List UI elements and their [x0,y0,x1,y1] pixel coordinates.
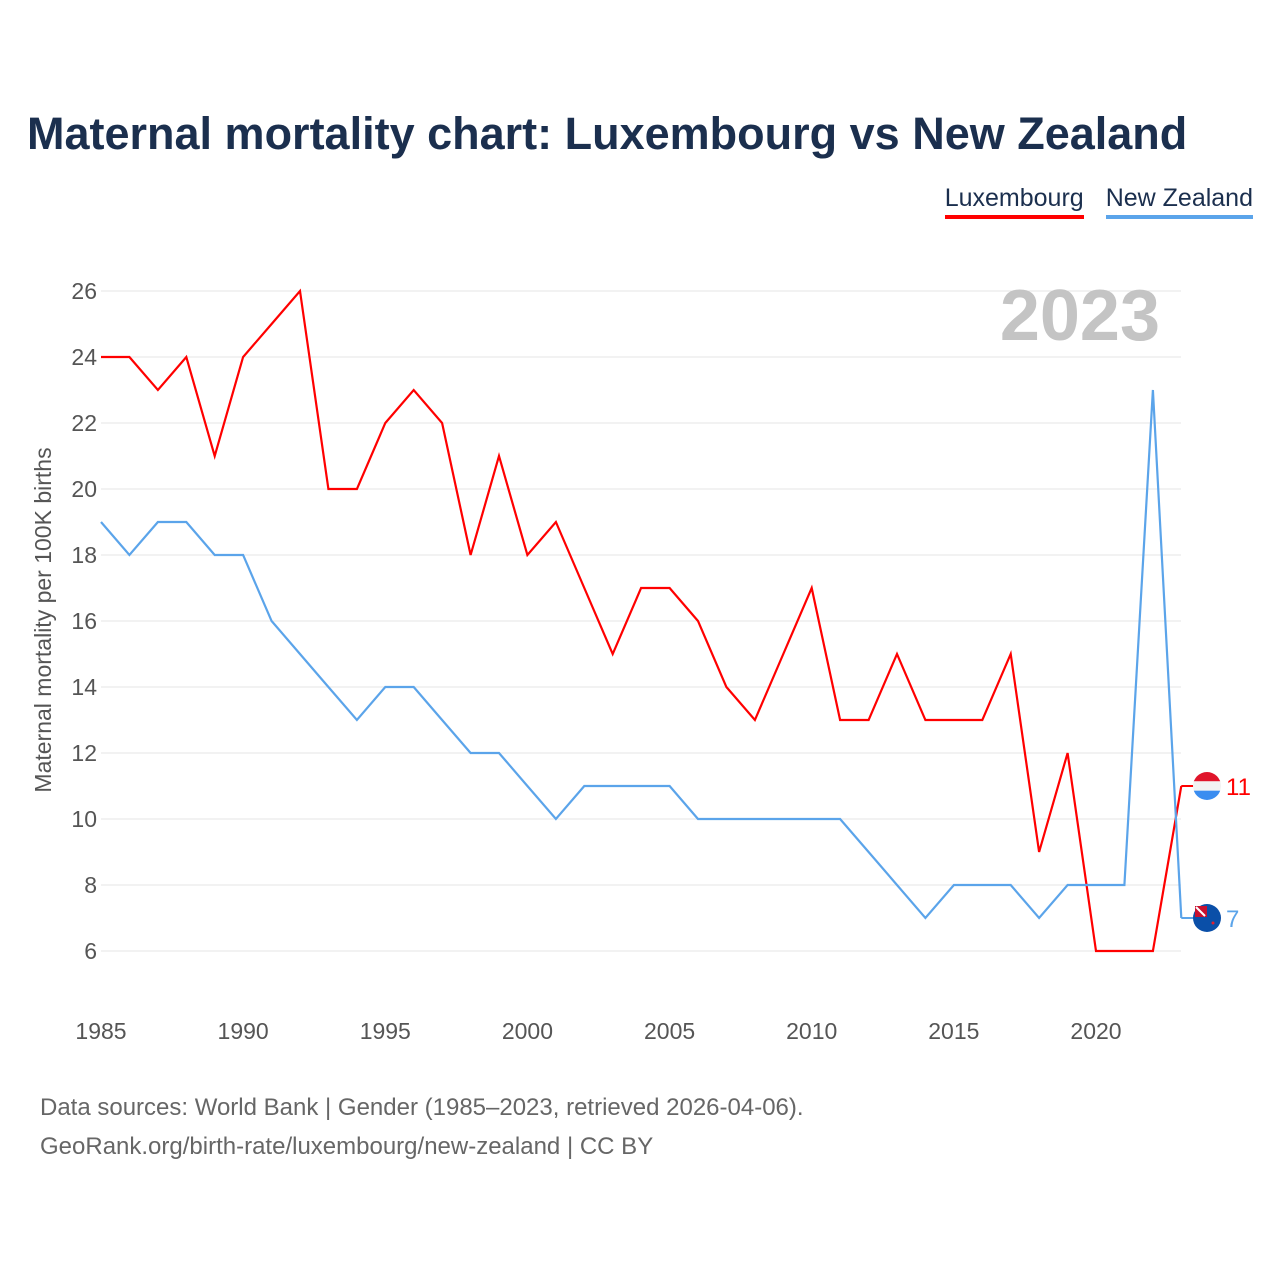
y-tick-label: 22 [71,410,97,436]
x-tick-label: 1990 [218,1018,269,1044]
y-tick-label: 14 [71,674,97,700]
legend-luxembourg[interactable]: Luxembourg [944,184,1084,219]
series-line-luxembourg [101,288,1183,953]
x-tick-label: 2005 [644,1018,695,1044]
x-tick-label: 1995 [360,1018,411,1044]
new-zealand-flag-icon [1193,904,1221,932]
x-tick-label: 1985 [75,1018,126,1044]
year-watermark: 2023 [1000,276,1160,356]
y-tick-label: 8 [84,872,97,898]
y-tick-label: 10 [71,806,97,832]
y-tick-label: 26 [71,278,97,304]
x-tick-label: 2010 [786,1018,837,1044]
y-tick-label: 6 [84,938,97,964]
source-note: Data sources: World Bank | Gender (1985–… [40,1094,804,1121]
y-tick-label: 16 [71,608,97,634]
x-tick-label: 2000 [502,1018,553,1044]
source-link[interactable]: GeoRank.org/birth-rate/luxembourg/new-ze… [40,1133,654,1160]
footer: Data sources: World Bank | Gender (1985–… [40,1088,804,1166]
end-value-label: 7 [1226,906,1239,933]
legend-new-zealand[interactable]: New Zealand [1105,184,1253,219]
y-tick-label: 24 [71,344,97,370]
x-tick-label: 2020 [1070,1018,1121,1044]
y-tick-label: 18 [71,542,97,568]
chart-title: Maternal mortality chart: Luxembourg vs … [27,108,1188,159]
y-tick-label: 20 [71,476,97,502]
x-tick-label: 2015 [928,1018,979,1044]
y-tick-label: 12 [71,740,97,766]
y-axis-label: Maternal mortality per 100K births [30,447,56,792]
end-value-label: 11 [1226,774,1251,801]
luxembourg-flag-icon [1193,772,1221,800]
legend: Luxembourg New Zealand [944,184,1253,219]
series-line-new-zealand [100,389,1183,920]
